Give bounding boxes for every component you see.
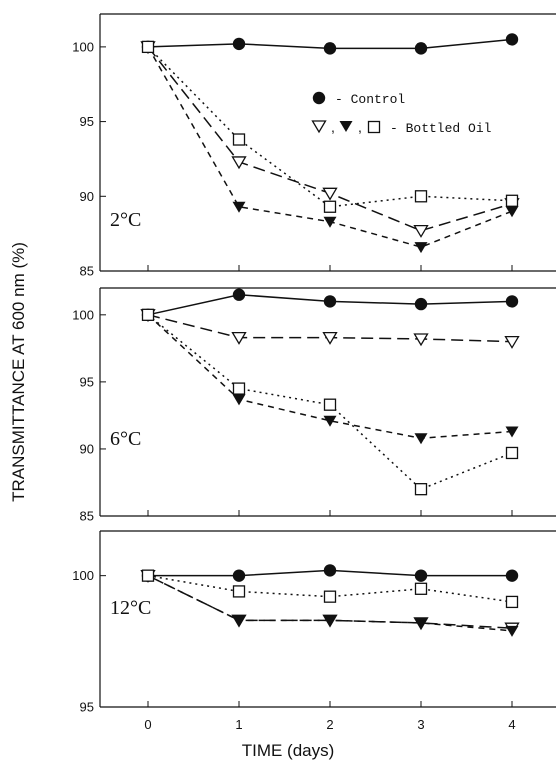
- point-open-square: [141, 308, 155, 321]
- point-open-triangle: [231, 331, 247, 345]
- x-tick-label: 4: [508, 717, 515, 732]
- point-open-square: [505, 446, 519, 460]
- y-tick-label: 100: [72, 307, 94, 322]
- point-open-square: [232, 585, 246, 598]
- point-open-square: [505, 194, 519, 207]
- point-open-square: [414, 582, 428, 595]
- legend-oil-label: - Bottled Oil: [390, 121, 492, 136]
- panel-2: 100 95 90 85 6°C: [72, 287, 556, 524]
- point-filled-triangle: [323, 216, 337, 228]
- point-filled-triangle: [232, 615, 246, 627]
- legend-separator: ,: [331, 119, 335, 135]
- point-open-triangle: [322, 187, 338, 201]
- point-open-triangle: [231, 156, 247, 170]
- x-tick-label: 3: [417, 717, 424, 732]
- y-tick-label: 95: [80, 700, 94, 715]
- point-open-square: [505, 595, 519, 609]
- point-filled-triangle: [323, 615, 337, 627]
- point-filled-triangle: [505, 206, 519, 218]
- point-filled-triangle: [323, 415, 337, 427]
- y-tick-label: 90: [80, 441, 94, 456]
- x-tick-label: 0: [144, 717, 151, 732]
- y-tick-label: 85: [80, 509, 94, 524]
- point-filled-circle: [505, 295, 519, 308]
- point-filled-circle: [323, 295, 337, 308]
- legend-control-label: - Control: [335, 92, 405, 107]
- y-tick-label: 100: [72, 39, 94, 54]
- point-filled-circle: [323, 42, 337, 55]
- point-open-square: [141, 40, 155, 54]
- point-filled-triangle: [414, 433, 428, 445]
- y-tick-label: 95: [80, 374, 94, 389]
- legend-separator: ,: [358, 119, 362, 135]
- series-line-open-triangle: [147, 574, 513, 629]
- point-open-square: [414, 190, 428, 203]
- point-open-square: [232, 382, 246, 395]
- point-filled-circle: [414, 297, 428, 311]
- point-open-square: [232, 133, 246, 146]
- temperature-label: 6°C: [110, 428, 141, 450]
- point-filled-circle: [414, 42, 428, 55]
- legend-open-triangle-marker: [311, 120, 327, 134]
- series-line-open-square: [147, 314, 513, 491]
- y-tick-label: 95: [80, 114, 94, 129]
- legend-open-square-marker: [367, 120, 381, 134]
- point-open-square: [323, 398, 337, 411]
- point-filled-circle: [232, 569, 246, 582]
- point-filled-triangle: [505, 625, 519, 637]
- point-open-square: [323, 590, 337, 603]
- point-open-triangle: [322, 331, 338, 345]
- point-filled-circle: [323, 564, 337, 577]
- point-filled-triangle: [505, 426, 519, 438]
- series-line-open-square: [147, 574, 513, 603]
- point-filled-triangle: [414, 242, 428, 254]
- y-tick-label: 90: [80, 189, 94, 204]
- point-open-square: [323, 200, 337, 213]
- point-filled-circle: [232, 288, 246, 301]
- point-filled-circle: [414, 569, 428, 582]
- y-tick-label: 100: [72, 568, 94, 583]
- point-filled-triangle: [414, 617, 428, 629]
- point-open-square: [141, 569, 155, 582]
- point-filled-triangle: [232, 394, 246, 406]
- temperature-label: 12°C: [110, 597, 151, 619]
- legend: - Control,, - Bottled Oil: [311, 91, 492, 136]
- point-open-square: [414, 483, 428, 496]
- y-tick-label: 85: [80, 264, 94, 279]
- point-open-triangle: [413, 225, 429, 238]
- series-line-filled-triangle: [147, 314, 513, 439]
- point-filled-circle: [505, 569, 519, 582]
- panel-3: 100 95 12°C: [72, 530, 556, 715]
- temperature-label: 2°C: [110, 209, 141, 231]
- x-axis-title: TIME (days): [242, 741, 335, 760]
- panels-layer: 100 95 90 85 2°C 100 95 90 85 6°C 100 95 12°C 0 1 2 3 4: [72, 13, 556, 732]
- x-tick-label: 2: [326, 717, 333, 732]
- y-axis-title: TRANSMITTANCE AT 600 nm (%): [9, 242, 28, 502]
- point-open-triangle: [504, 335, 520, 349]
- point-filled-circle: [505, 33, 519, 46]
- panel-1: 100 95 90 85 2°C: [72, 13, 556, 279]
- point-open-triangle: [413, 333, 429, 347]
- x-tick-label: 1: [235, 717, 242, 732]
- legend-filled-triangle-marker: [339, 121, 353, 132]
- point-filled-circle: [232, 37, 246, 51]
- legend-control-marker: [312, 91, 326, 105]
- point-filled-triangle: [232, 201, 246, 213]
